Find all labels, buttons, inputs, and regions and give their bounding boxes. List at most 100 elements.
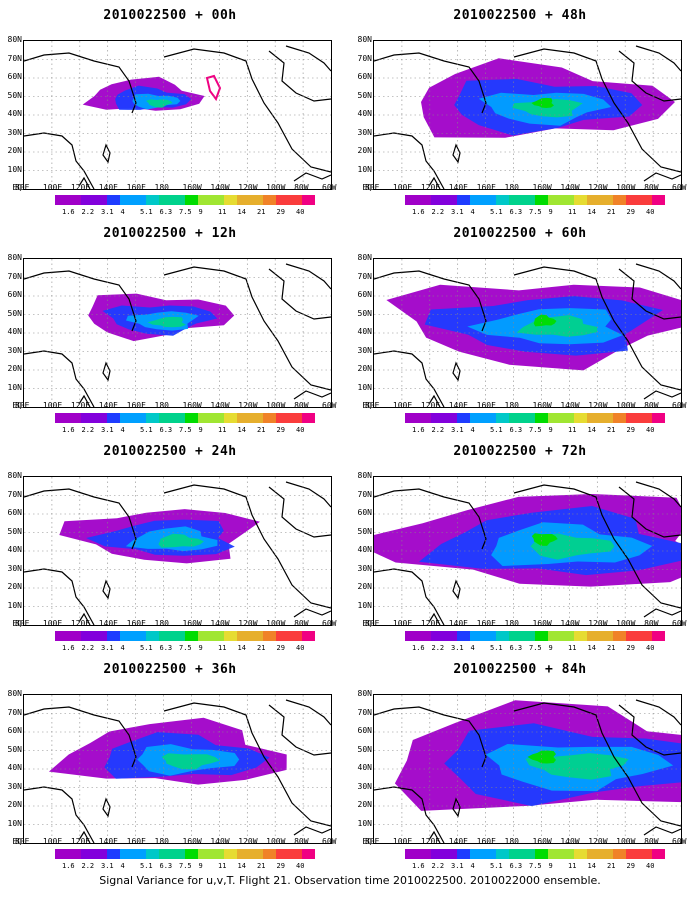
colorbar-label: 40: [646, 862, 655, 870]
lat-tick-label: 20N: [7, 582, 22, 591]
colorbar-swatch: [211, 631, 224, 641]
lon-tick-label: 160W: [532, 837, 552, 846]
map-svg: [24, 259, 331, 407]
lon-tick-label: 120W: [588, 183, 608, 192]
lon-tick-label: 120W: [238, 183, 258, 192]
lon-tick-label: 100W: [616, 183, 636, 192]
colorbar-swatch: [198, 631, 211, 641]
colorbar-swatch: [626, 849, 639, 859]
colorbar-swatch: [444, 631, 457, 641]
colorbar-swatch: [250, 631, 263, 641]
coastline: [78, 176, 91, 189]
colorbar-label: 4: [120, 208, 125, 216]
lon-tick-label: 100W: [266, 183, 286, 192]
colorbar-swatch: [250, 849, 263, 859]
lat-tick-label: 70N: [357, 707, 372, 717]
colorbar-swatch: [120, 849, 133, 859]
lon-tick-label: 80W: [294, 619, 309, 628]
coastline: [268, 268, 331, 320]
colorbar-swatch: [405, 631, 418, 641]
panel-title: 2010022500 + 60h: [453, 226, 587, 241]
lon-tick-label: 60W: [322, 837, 337, 846]
lat-tick-label: EQ: [12, 837, 22, 846]
lon-tick-label: 140E: [98, 837, 118, 846]
lon-tick-label: 100E: [42, 183, 63, 192]
colorbar-swatch: [431, 849, 444, 859]
colorbar-swatch: [639, 849, 652, 859]
lat-tick-label: 40N: [357, 763, 372, 772]
variance-map: [373, 258, 682, 408]
lon-tick-label: 140E: [98, 619, 118, 628]
coastline: [163, 266, 331, 391]
lat-tick-label: EQ: [362, 401, 372, 410]
lat-tick-label: 20N: [357, 582, 372, 591]
colorbar-label: 40: [296, 862, 305, 870]
lat-tick-label: 30N: [357, 127, 372, 137]
lon-tick-label: 60W: [322, 183, 337, 192]
colorbar-swatch: [276, 631, 289, 641]
colorbar-swatch: [68, 849, 81, 859]
lon-tick-label: 120E: [70, 619, 91, 628]
lat-tick-label: EQ: [12, 401, 22, 410]
coastline: [24, 350, 95, 407]
coastline: [635, 699, 681, 726]
colorbar-label: 40: [646, 426, 655, 434]
colorbar-label: 7.5: [179, 208, 192, 216]
colorbar-label: 21: [257, 862, 266, 870]
colorbar-swatch: [457, 849, 470, 859]
colorbar-swatch: [146, 413, 159, 423]
colorbar-swatch: [68, 413, 81, 423]
colorbar-label: 4: [470, 426, 475, 434]
lon-tick-label: 100E: [392, 401, 413, 410]
colorbar-swatch: [600, 631, 613, 641]
lon-tick-label: 100E: [42, 837, 63, 846]
lon-tick-label: 100W: [266, 837, 286, 846]
coastline: [24, 786, 95, 843]
variance-contour: [533, 314, 557, 327]
colorbar-swatch: [237, 413, 250, 423]
colorbar-swatch: [107, 849, 120, 859]
lon-tick-label: 80E: [365, 619, 380, 628]
colorbar-swatch: [626, 631, 639, 641]
colorbar-swatch: [457, 631, 470, 641]
coastline: [452, 579, 461, 600]
colorbar-swatch: [107, 195, 120, 205]
colorbar-swatch: [172, 195, 185, 205]
colorbar-swatch: [224, 195, 237, 205]
colorbar-label: 5.1: [140, 862, 153, 870]
coastline: [374, 568, 445, 625]
colorbar-label: 21: [607, 426, 616, 434]
colorbar-swatch: [289, 849, 302, 859]
colorbar-swatch: [600, 195, 613, 205]
colorbar-label: 29: [626, 862, 635, 870]
lat-tick-label: 50N: [357, 526, 372, 536]
colorbar-label: 6.3: [159, 644, 173, 652]
colorbar-swatch: [652, 849, 665, 859]
variance-map: [23, 694, 332, 844]
lat-tick-label: 30N: [357, 781, 372, 791]
lon-tick-label: 120E: [70, 837, 91, 846]
colorbar-swatch: [405, 849, 418, 859]
lat-tick-label: 40N: [357, 545, 372, 554]
colorbar-swatch: [509, 849, 522, 859]
colorbar-label: 29: [276, 208, 285, 216]
colorbar-swatch: [276, 195, 289, 205]
lat-tick-label: 80N: [7, 471, 22, 480]
lon-tick-label: 80E: [15, 619, 30, 628]
colorbar-swatch: [444, 413, 457, 423]
lat-tick-label: 30N: [7, 781, 22, 791]
colorbar-swatch: [600, 849, 613, 859]
colorbar-label: 2.2: [431, 426, 445, 434]
colorbar-label: 11: [218, 862, 227, 870]
lon-tick-label: 80E: [15, 183, 30, 192]
colorbar-swatch: [444, 849, 457, 859]
colorbar-swatch: [561, 195, 574, 205]
colorbar-swatch: [172, 631, 185, 641]
panel-title: 2010022500 + 00h: [103, 8, 237, 23]
colorbar-swatch: [574, 631, 587, 641]
colorbar-swatch: [535, 631, 548, 641]
colorbar-label: 4: [120, 426, 125, 434]
lat-tick-label: 70N: [7, 707, 22, 717]
lat-tick-label: 10N: [7, 382, 22, 392]
forecast-panel: 2010022500 + 00h 80N 70N 60N 50N 40N 30N 20N 10N…: [0, 0, 340, 216]
